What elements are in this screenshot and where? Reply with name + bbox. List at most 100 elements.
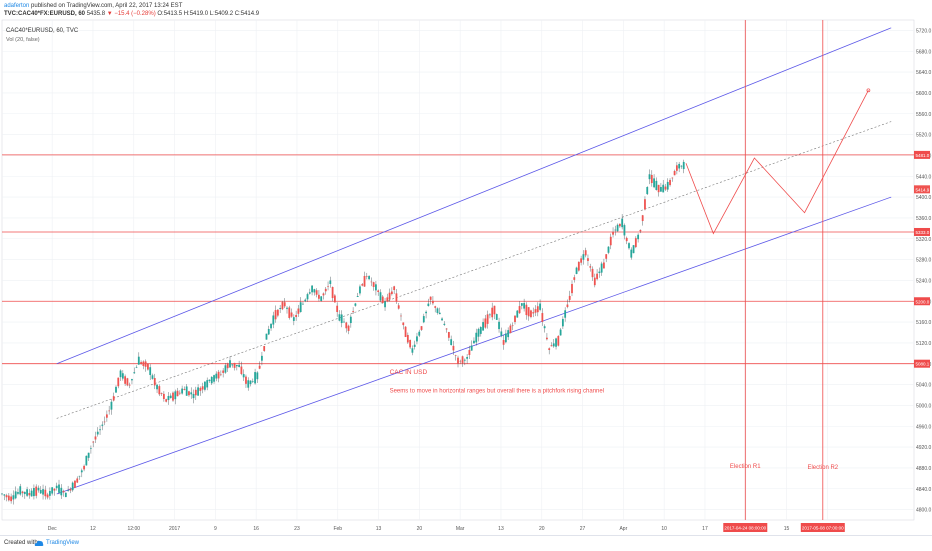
election-r1-label: Election R1	[730, 464, 761, 470]
candle-body	[386, 297, 389, 302]
candle-body	[390, 291, 393, 295]
candle-body	[359, 286, 361, 294]
candle-body	[90, 448, 92, 449]
candle-body	[662, 184, 665, 193]
candle-body	[454, 355, 457, 356]
footer-bar: Created with TradingView	[0, 535, 932, 551]
candle-body	[591, 268, 594, 278]
candle-body	[274, 310, 277, 320]
candle-body	[457, 357, 459, 364]
author-name[interactable]: adaferton	[4, 3, 30, 9]
candle-body	[229, 360, 231, 368]
candle-body	[628, 243, 630, 249]
candle-body	[35, 486, 38, 496]
candle-body	[188, 391, 190, 396]
candle-body	[682, 161, 685, 170]
candle-body	[575, 267, 578, 274]
candle-body	[178, 392, 181, 394]
candle-body	[377, 290, 380, 293]
candle-body	[183, 388, 186, 390]
candle-body	[103, 421, 106, 423]
candle-body	[413, 344, 416, 347]
x-tick-label: 27	[580, 526, 586, 532]
candle-body	[12, 495, 15, 500]
candle-body	[349, 316, 352, 324]
candle-body	[443, 323, 446, 325]
x-tick-label: 13	[376, 526, 382, 532]
candle-body	[634, 238, 637, 248]
candle-body	[39, 489, 42, 494]
candle-body	[185, 386, 188, 396]
candle-body	[650, 174, 653, 184]
projection-path	[685, 90, 869, 235]
candle-body	[5, 495, 8, 498]
candle-body	[162, 393, 165, 399]
candle-body	[165, 399, 168, 402]
candle-body	[55, 485, 58, 489]
annotation-title: CAC IN USD	[390, 369, 428, 376]
level-price-label: 5481.0	[916, 153, 930, 158]
candle-body	[450, 339, 453, 346]
candle-body	[119, 370, 122, 378]
level-price-tag	[914, 359, 930, 368]
candle-body	[489, 314, 491, 316]
candle-body	[384, 301, 386, 308]
projection-end-dot	[866, 88, 871, 93]
candle-body	[539, 303, 541, 310]
candle-body	[67, 490, 70, 492]
candle-body	[618, 223, 621, 227]
x-tick-label: Dec	[48, 526, 57, 532]
candle-body	[609, 236, 612, 246]
candle-body	[121, 373, 124, 379]
candle-body	[500, 331, 503, 336]
candle-body	[251, 381, 254, 382]
candle-body	[23, 491, 26, 495]
price-chart[interactable]: 5720.05680.05640.05600.05560.05520.05480…	[0, 18, 932, 535]
candle-body	[495, 314, 498, 320]
candle-body	[473, 340, 475, 344]
candle-body	[199, 387, 202, 391]
y-tick-label: 5400.0	[916, 195, 932, 201]
candle-body	[669, 179, 671, 186]
candle-body	[94, 436, 97, 440]
candle-body	[548, 348, 551, 351]
candle-body	[532, 312, 535, 314]
candle-body	[429, 296, 432, 300]
candle-body	[552, 343, 555, 347]
candle-body	[361, 284, 364, 286]
candle-body	[290, 312, 293, 317]
candle-body	[416, 336, 418, 342]
candle-body	[297, 308, 300, 314]
candle-body	[550, 345, 553, 347]
candle-body	[509, 325, 512, 334]
tradingview-brand[interactable]: TradingView	[46, 540, 80, 546]
x-tick-label: Apr	[619, 526, 627, 532]
y-tick-label: 5360.0	[916, 216, 932, 222]
candle-body	[587, 258, 589, 261]
candle-body	[42, 489, 44, 495]
candle-body	[365, 275, 368, 277]
candle-body	[630, 249, 633, 258]
candle-body	[156, 384, 158, 390]
candle-body	[557, 335, 560, 346]
candle-body	[190, 392, 193, 395]
candle-body	[402, 322, 405, 326]
candle-body	[343, 321, 345, 323]
candle-body	[245, 376, 247, 384]
candle-body	[240, 366, 243, 375]
candle-body	[83, 465, 85, 470]
candle-body	[292, 317, 295, 321]
candle-body	[573, 277, 576, 280]
candle-body	[327, 286, 329, 287]
candle-body	[511, 325, 514, 327]
candle-body	[7, 495, 10, 501]
candle-body	[616, 224, 619, 232]
candle-body	[140, 362, 142, 364]
candle-body	[340, 314, 343, 324]
vertical-marker-tag	[723, 523, 768, 532]
candle-body	[131, 379, 133, 381]
candle-body	[219, 374, 222, 376]
candle-body	[315, 290, 318, 295]
candle-body	[71, 482, 74, 491]
candle-body	[388, 292, 391, 300]
